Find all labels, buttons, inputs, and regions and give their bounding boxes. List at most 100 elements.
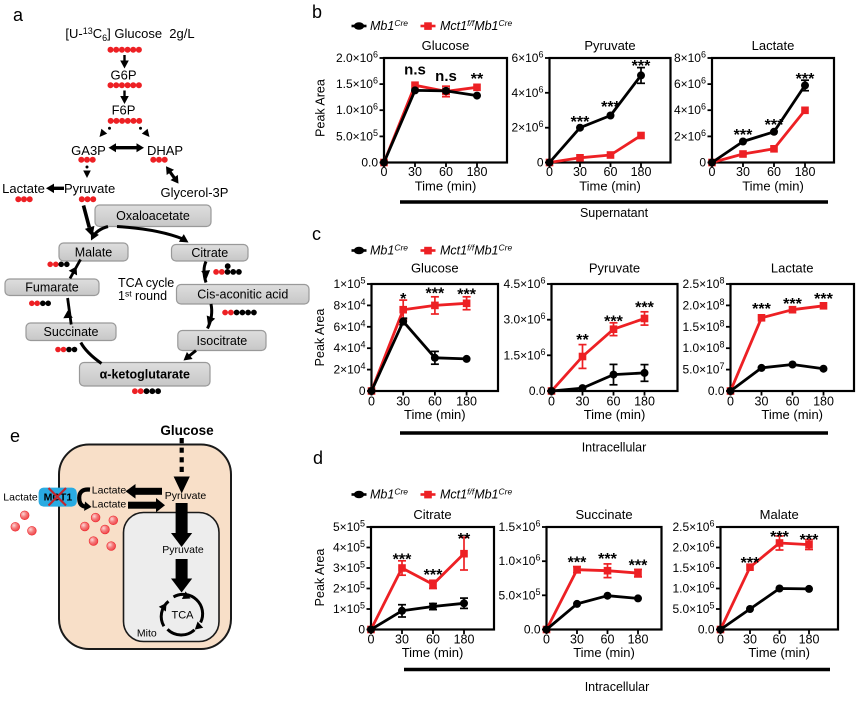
svg-text:60: 60: [426, 633, 440, 647]
svg-text:60: 60: [601, 633, 615, 647]
svg-text:30: 30: [736, 165, 750, 179]
svg-text:***: ***: [796, 71, 815, 88]
svg-text:Peak Area: Peak Area: [313, 309, 327, 367]
svg-text:2×104: 2×104: [333, 361, 365, 377]
svg-text:Intracellular: Intracellular: [582, 441, 647, 455]
svg-text:α-ketoglutarate: α-ketoglutarate: [100, 368, 190, 382]
svg-text:b: b: [312, 2, 322, 22]
svg-text:DHAP: DHAP: [147, 143, 183, 158]
svg-text:1.5×106: 1.5×106: [503, 347, 545, 363]
svg-text:n.s: n.s: [404, 62, 426, 79]
svg-text:***: ***: [635, 300, 654, 317]
svg-text:0: 0: [368, 633, 375, 647]
svg-text:Time (min): Time (min): [761, 407, 823, 422]
svg-text:Citrate: Citrate: [413, 507, 451, 522]
svg-text:8×104: 8×104: [333, 297, 365, 313]
svg-text:Mb1Cre: Mb1Cre: [370, 243, 408, 258]
svg-text:60: 60: [439, 165, 453, 179]
svg-text:Mct1f/fMb1Cre: Mct1f/fMb1Cre: [440, 243, 512, 258]
svg-text:0: 0: [543, 633, 550, 647]
svg-text:0.0: 0.0: [524, 623, 541, 637]
svg-text:***: ***: [568, 555, 587, 572]
svg-text:2.5×106: 2.5×106: [672, 519, 714, 535]
svg-text:Glucose: Glucose: [411, 261, 459, 276]
svg-text:180: 180: [795, 165, 816, 179]
svg-text:Time (min): Time (min): [584, 407, 646, 422]
svg-text:Glucose: Glucose: [160, 423, 214, 438]
svg-text:4×104: 4×104: [333, 340, 365, 356]
svg-text:180: 180: [813, 395, 834, 409]
svg-text:Mb1Cre: Mb1Cre: [370, 18, 408, 33]
svg-text:2.0×108: 2.0×108: [682, 297, 724, 313]
svg-text:GA3P: GA3P: [71, 143, 106, 158]
svg-text:0: 0: [717, 633, 724, 647]
svg-text:6×104: 6×104: [333, 318, 365, 334]
svg-text:1.0×106: 1.0×106: [498, 553, 540, 569]
svg-text:5.0×105: 5.0×105: [672, 601, 714, 617]
svg-text:G6P: G6P: [110, 68, 136, 83]
svg-text:60: 60: [604, 165, 618, 179]
svg-text:6×106: 6×106: [511, 50, 543, 66]
svg-text:180: 180: [631, 165, 652, 179]
svg-text:1.5×106: 1.5×106: [336, 76, 378, 92]
svg-text:Pyruvate: Pyruvate: [589, 261, 640, 276]
svg-text:0: 0: [727, 395, 734, 409]
svg-text:2×106: 2×106: [674, 128, 706, 144]
svg-text:1.5×106: 1.5×106: [672, 560, 714, 576]
svg-text:Time (min): Time (min): [415, 179, 477, 194]
svg-text:Isocitrate: Isocitrate: [197, 334, 248, 348]
svg-text:180: 180: [628, 633, 649, 647]
svg-text:60: 60: [773, 633, 787, 647]
svg-text:0: 0: [358, 623, 365, 637]
svg-text:Time (min): Time (min): [742, 179, 804, 194]
svg-text:Malate: Malate: [760, 507, 799, 522]
svg-text:Intracellular: Intracellular: [585, 680, 650, 694]
svg-text:0.0: 0.0: [698, 623, 715, 637]
svg-text:TCA cycle: TCA cycle: [118, 276, 174, 290]
svg-text:1.0×106: 1.0×106: [672, 580, 714, 596]
svg-text:2×105: 2×105: [333, 580, 365, 596]
svg-text:0: 0: [537, 156, 544, 170]
svg-text:***: ***: [393, 552, 412, 569]
svg-text:30: 30: [570, 633, 584, 647]
svg-text:2.5×108: 2.5×108: [682, 276, 724, 292]
svg-text:Succinate: Succinate: [575, 507, 632, 522]
svg-text:***: ***: [632, 58, 651, 75]
svg-text:***: ***: [734, 127, 753, 144]
svg-text:1.5×106: 1.5×106: [498, 519, 540, 535]
svg-text:Time (min): Time (min): [748, 645, 810, 660]
svg-text:Pyruvate: Pyruvate: [165, 490, 207, 502]
svg-text:Lactate: Lactate: [752, 38, 795, 53]
svg-text:a: a: [13, 5, 24, 25]
svg-text:180: 180: [454, 633, 475, 647]
svg-text:0: 0: [699, 156, 706, 170]
svg-text:Oxaloacetate: Oxaloacetate: [116, 209, 190, 223]
svg-text:5.0×105: 5.0×105: [336, 128, 378, 144]
svg-text:Lactate: Lactate: [2, 181, 45, 196]
svg-text:60: 60: [428, 395, 442, 409]
svg-text:n.s: n.s: [435, 68, 457, 85]
svg-text:0.0: 0.0: [361, 156, 378, 170]
svg-text:2.0×106: 2.0×106: [336, 50, 378, 66]
svg-text:Mito: Mito: [137, 628, 157, 640]
svg-text:***: ***: [741, 555, 760, 572]
svg-text:30: 30: [755, 395, 769, 409]
svg-text:4×106: 4×106: [511, 84, 543, 100]
svg-text:30: 30: [573, 165, 587, 179]
svg-text:180: 180: [799, 633, 820, 647]
svg-text:Succinate: Succinate: [44, 325, 99, 339]
svg-text:Citrate: Citrate: [191, 246, 228, 260]
svg-text:3×105: 3×105: [333, 560, 365, 576]
svg-text:Pyruvate: Pyruvate: [584, 38, 635, 53]
svg-text:8×106: 8×106: [674, 50, 706, 66]
svg-text:2×106: 2×106: [511, 119, 543, 135]
svg-text:***: ***: [457, 287, 476, 304]
svg-text:***: ***: [604, 314, 623, 331]
svg-text:Pyruvate: Pyruvate: [64, 181, 115, 196]
svg-text:**: **: [458, 531, 471, 548]
svg-text:Lactate: Lactate: [3, 492, 38, 504]
svg-text:4×105: 4×105: [333, 539, 365, 555]
svg-text:5×105: 5×105: [333, 519, 365, 535]
svg-text:Glycerol-3P: Glycerol-3P: [161, 185, 229, 200]
svg-text:***: ***: [598, 551, 617, 568]
